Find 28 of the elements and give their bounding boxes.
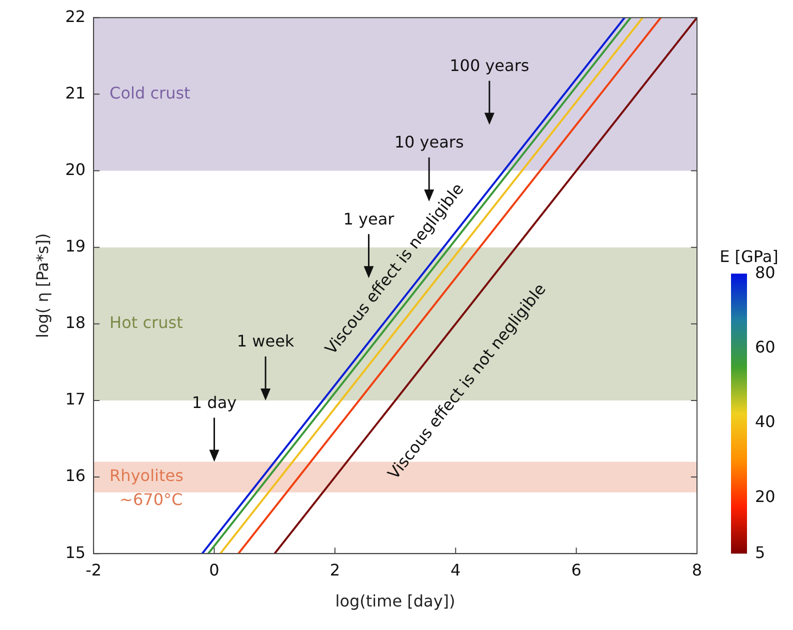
band-label: Hot crust — [110, 313, 183, 332]
y-tick-label: 19 — [65, 236, 86, 256]
annotation: 100 years — [450, 56, 530, 75]
band-label: Rhyolites ~670°C — [110, 466, 184, 510]
annotation: 1 week — [236, 332, 295, 351]
band-label: Cold crust — [110, 83, 190, 102]
y-tick-label: 22 — [65, 6, 86, 26]
y-tick-label: 17 — [65, 390, 86, 409]
x-tick-label: -2 — [86, 560, 102, 580]
x-tick-label: 2 — [330, 560, 340, 580]
x-tick-label: 0 — [209, 560, 220, 580]
color-bar-label: 60 — [755, 337, 776, 356]
y-tick-label: 21 — [65, 83, 86, 102]
color-bar-label: 40 — [755, 412, 776, 432]
y-tick-label: 16 — [65, 466, 86, 486]
x-tick-label: 8 — [692, 560, 702, 580]
annotation: 10 years — [394, 132, 464, 152]
y-tick-label: 15 — [65, 542, 86, 562]
annotation: 1 year — [343, 209, 395, 228]
color-bar-label: 20 — [755, 486, 776, 506]
y-axis-title: log( η [Pa*s]) — [32, 233, 52, 338]
x-axis-title: log(time [day]) — [335, 592, 456, 611]
y-tick-label: 18 — [65, 313, 86, 332]
y-tick-label: 20 — [65, 160, 86, 179]
color-bar-label: 5 — [755, 542, 766, 562]
annotation: 1 day — [192, 392, 237, 412]
x-tick-label: 4 — [450, 560, 461, 580]
x-tick-label: 6 — [571, 560, 582, 580]
